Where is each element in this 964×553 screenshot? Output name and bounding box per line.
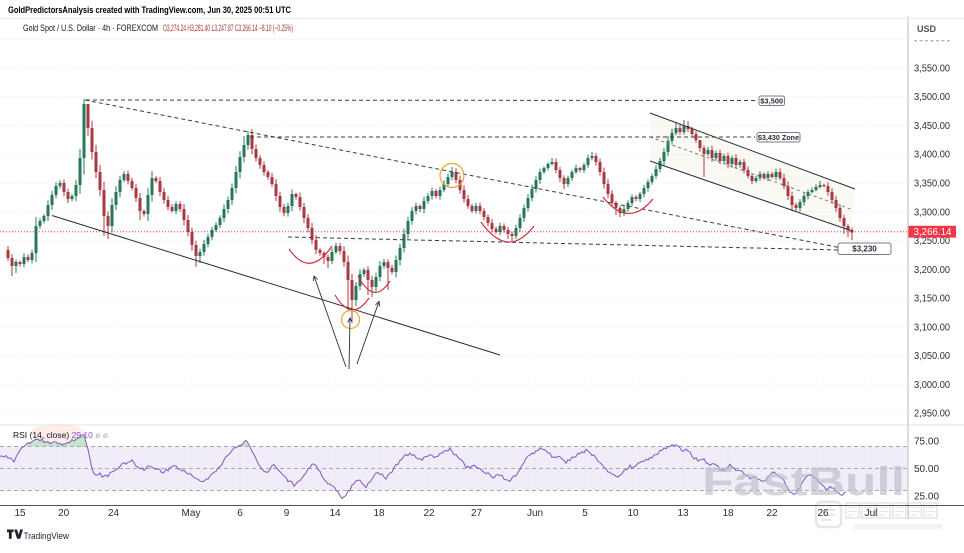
- svg-text:9: 9: [284, 508, 290, 519]
- svg-text:3,300.00: 3,300.00: [914, 207, 950, 218]
- svg-text:5: 5: [582, 508, 588, 519]
- svg-text:10: 10: [627, 508, 639, 519]
- svg-text:3,250.00: 3,250.00: [914, 236, 950, 247]
- svg-text:27: 27: [471, 508, 483, 519]
- svg-text:25.00: 25.00: [914, 492, 939, 503]
- svg-text:May: May: [182, 508, 201, 519]
- svg-text:$3,230: $3,230: [852, 244, 877, 253]
- svg-text:24: 24: [108, 508, 120, 519]
- svg-text:3,500.00: 3,500.00: [914, 92, 950, 103]
- svg-text:18: 18: [373, 508, 385, 519]
- svg-text:3,550.00: 3,550.00: [914, 63, 950, 74]
- svg-text:22: 22: [423, 508, 435, 519]
- svg-text:$3,430 Zone: $3,430 Zone: [758, 133, 799, 142]
- svg-text:3,400.00: 3,400.00: [914, 150, 950, 161]
- svg-text:15: 15: [14, 508, 26, 519]
- svg-text:$3,500: $3,500: [760, 96, 783, 105]
- svg-text:75.00: 75.00: [914, 437, 939, 448]
- svg-text:O3,274.24 H3,281.40 L3,247.87: O3,274.24 H3,281.40 L3,247.87 C3,266.14 …: [163, 23, 293, 33]
- svg-text:3,050.00: 3,050.00: [914, 351, 950, 362]
- svg-text:2,950.00: 2,950.00: [914, 409, 950, 420]
- svg-text:13: 13: [677, 508, 689, 519]
- svg-text:TradingView: TradingView: [24, 531, 70, 542]
- svg-text:6: 6: [237, 508, 243, 519]
- svg-text:RSI (14, close) 29.10 ø ø: RSI (14, close) 29.10 ø ø: [13, 430, 108, 440]
- svg-text:FastBull: FastBull: [702, 460, 905, 504]
- svg-text:26: 26: [817, 508, 829, 519]
- svg-text:18: 18: [722, 508, 734, 519]
- svg-text:Gold Spot / U.S. Dollar · 4h ·: Gold Spot / U.S. Dollar · 4h · FOREXCOM: [23, 23, 158, 33]
- svg-text:3,000.00: 3,000.00: [914, 380, 950, 391]
- svg-text:50.00: 50.00: [914, 464, 939, 475]
- svg-text:14: 14: [329, 508, 341, 519]
- svg-text:3,200.00: 3,200.00: [914, 265, 950, 276]
- svg-text:Jul: Jul: [865, 508, 878, 519]
- svg-text:Jun: Jun: [527, 508, 543, 519]
- svg-text:USD: USD: [917, 24, 937, 34]
- svg-text:20: 20: [58, 508, 70, 519]
- svg-text:3,100.00: 3,100.00: [914, 322, 950, 333]
- svg-text:3,450.00: 3,450.00: [914, 121, 950, 132]
- svg-text:3,350.00: 3,350.00: [914, 179, 950, 190]
- svg-text:22: 22: [766, 508, 778, 519]
- svg-text:3,150.00: 3,150.00: [914, 294, 950, 305]
- svg-text:GoldPredictorsAnalysis created: GoldPredictorsAnalysis created with Trad…: [8, 5, 291, 16]
- svg-text:3,266.14: 3,266.14: [914, 227, 952, 238]
